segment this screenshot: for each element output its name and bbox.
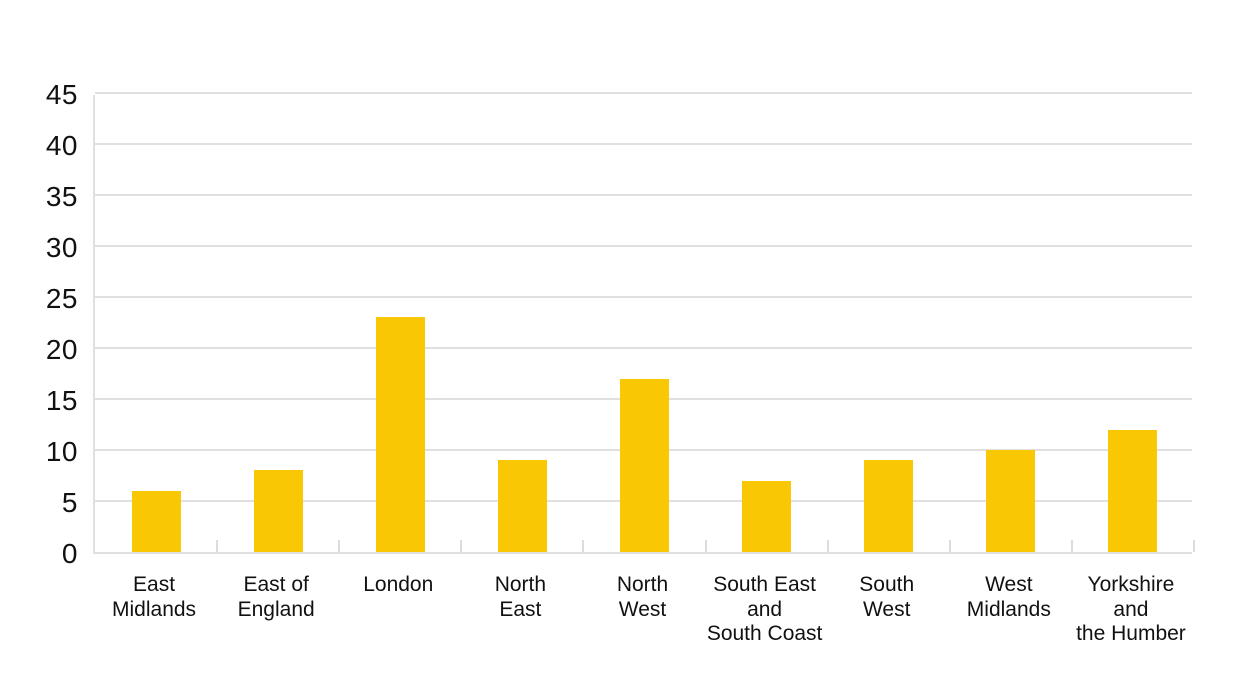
x-boundary-tick — [338, 540, 341, 552]
x-category-label-london: London — [363, 573, 434, 596]
plot-area — [93, 92, 1195, 554]
x-boundary-tick — [460, 540, 463, 552]
x-category-label-south-west: South West — [859, 573, 915, 621]
gridline-40 — [95, 143, 1192, 145]
gridline-20 — [95, 347, 1192, 349]
x-category-label-north-west: North West — [616, 573, 669, 621]
bar-north-west — [620, 378, 669, 552]
gridline-30 — [95, 245, 1192, 247]
x-boundary-tick — [216, 540, 219, 552]
x-boundary-tick — [1193, 540, 1195, 552]
y-tick-label-35: 35 — [45, 181, 78, 212]
bar-north-east — [497, 460, 547, 552]
x-boundary-tick — [826, 540, 829, 552]
gridline-35 — [95, 194, 1192, 196]
bar-west-midlands — [986, 450, 1036, 552]
bar-south-east-and-south-coast — [742, 480, 792, 552]
y-tick-label-40: 40 — [45, 130, 78, 161]
x-boundary-tick — [948, 540, 951, 552]
x-category-label-yorkshire-and-the-humber: Yorkshire and the Humber — [1076, 573, 1186, 646]
x-boundary-tick — [704, 540, 707, 552]
y-axis: 0 5 10 15 20 25 30 35 40 45 — [0, 0, 78, 689]
x-boundary-tick — [582, 540, 585, 552]
y-tick-label-10: 10 — [45, 436, 78, 467]
gridline-45 — [95, 92, 1192, 94]
y-tick-label-5: 5 — [61, 487, 78, 518]
x-boundary-tick — [1070, 540, 1073, 552]
y-tick-label-25: 25 — [45, 283, 78, 314]
y-tick-label-20: 20 — [45, 334, 78, 365]
x-category-label-east-midlands: East Midlands — [112, 573, 197, 621]
x-category-label-west-midlands: West Midlands — [966, 573, 1051, 621]
gridline-25 — [95, 296, 1192, 298]
y-tick-label-30: 30 — [45, 232, 78, 263]
y-tick-label-15: 15 — [45, 385, 78, 416]
bar-east-midlands — [131, 490, 181, 552]
bar-london — [375, 317, 425, 552]
y-tick-label-0: 0 — [61, 538, 78, 569]
bar-south-west — [864, 460, 914, 552]
bar-yorkshire-and-the-humber — [1108, 429, 1158, 552]
x-category-label-south-east-and-south-coast: South East and South Coast — [706, 573, 823, 646]
x-category-label-north-east: North East — [494, 573, 547, 621]
y-tick-label-45: 45 — [45, 79, 78, 110]
x-category-label-east-of-england: East of England — [237, 573, 315, 621]
bar-east-of-england — [253, 470, 303, 552]
